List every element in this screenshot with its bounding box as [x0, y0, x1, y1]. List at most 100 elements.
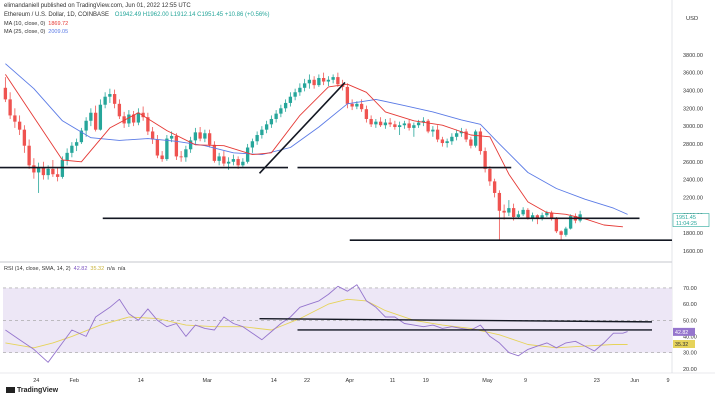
- candle-body[interactable]: [245, 147, 250, 162]
- candle-body[interactable]: [60, 159, 65, 177]
- candle-body[interactable]: [150, 131, 155, 140]
- ma10-line[interactable]: [5, 74, 623, 228]
- ma25-line[interactable]: [5, 63, 628, 215]
- candle-body[interactable]: [464, 131, 468, 140]
- candle-body[interactable]: [507, 208, 511, 213]
- candle-body[interactable]: [279, 108, 283, 114]
- candle-body[interactable]: [331, 77, 335, 80]
- candle-body[interactable]: [160, 155, 164, 160]
- candle-body[interactable]: [483, 151, 487, 169]
- candle-body[interactable]: [535, 215, 540, 219]
- candle-body[interactable]: [435, 129, 440, 140]
- candle-body[interactable]: [207, 133, 212, 145]
- rsi-value-tag[interactable]: [673, 327, 695, 336]
- candle-body[interactable]: [374, 121, 378, 125]
- candle-body[interactable]: [155, 139, 160, 156]
- candle-body[interactable]: [117, 103, 122, 117]
- candle-body[interactable]: [141, 112, 145, 118]
- candle-body[interactable]: [108, 94, 112, 97]
- candle-body[interactable]: [378, 121, 383, 126]
- candle-body[interactable]: [17, 121, 22, 130]
- candle-body[interactable]: [478, 131, 483, 152]
- candle-body[interactable]: [302, 83, 307, 88]
- candle-body[interactable]: [22, 129, 27, 146]
- candle-body[interactable]: [184, 149, 188, 158]
- candle-body[interactable]: [222, 156, 226, 164]
- candle-body[interactable]: [293, 92, 297, 97]
- candle-body[interactable]: [502, 210, 506, 213]
- candle-body[interactable]: [288, 96, 293, 103]
- candle-body[interactable]: [426, 120, 430, 132]
- candle-body[interactable]: [46, 168, 50, 176]
- candle-body[interactable]: [84, 120, 88, 131]
- candle-body[interactable]: [388, 122, 392, 125]
- candle-body[interactable]: [3, 87, 8, 100]
- candle-body[interactable]: [250, 141, 255, 148]
- candle-body[interactable]: [174, 135, 179, 157]
- candle-body[interactable]: [131, 114, 136, 123]
- candle-body[interactable]: [70, 145, 74, 153]
- candle-body[interactable]: [269, 118, 274, 125]
- rsi-sma-tag[interactable]: [673, 339, 695, 348]
- rsi-legend[interactable]: RSI (14, close, SMA, 14, 2) 42.82 35.32 n/a…: [4, 266, 125, 272]
- candle-body[interactable]: [369, 118, 373, 125]
- candle-body[interactable]: [492, 181, 497, 193]
- candle-body[interactable]: [549, 212, 554, 219]
- candle-body[interactable]: [217, 156, 221, 161]
- candle-body[interactable]: [193, 132, 198, 141]
- candle-body[interactable]: [55, 174, 60, 177]
- candle-body[interactable]: [226, 161, 231, 164]
- candle-body[interactable]: [98, 104, 103, 130]
- candle-body[interactable]: [312, 79, 316, 86]
- candle-body[interactable]: [260, 129, 264, 136]
- candle-body[interactable]: [264, 124, 269, 130]
- candle-body[interactable]: [188, 140, 193, 150]
- candle-body[interactable]: [559, 231, 563, 235]
- candle-body[interactable]: [27, 145, 31, 166]
- candle-body[interactable]: [165, 138, 169, 160]
- candle-body[interactable]: [212, 144, 217, 161]
- candle-body[interactable]: [521, 209, 525, 215]
- candle-body[interactable]: [51, 168, 55, 175]
- candle-body[interactable]: [307, 79, 312, 84]
- candle-body[interactable]: [488, 168, 492, 182]
- candle-body[interactable]: [241, 161, 245, 166]
- candle-body[interactable]: [13, 115, 17, 122]
- candle-body[interactable]: [383, 122, 388, 126]
- candle-body[interactable]: [364, 109, 369, 119]
- candle-body[interactable]: [8, 99, 12, 116]
- candle-body[interactable]: [459, 131, 464, 134]
- candle-body[interactable]: [321, 77, 326, 82]
- candle-body[interactable]: [516, 214, 521, 218]
- candle-body[interactable]: [169, 135, 174, 139]
- ma25-legend[interactable]: MA (25, close, 0) 2009.05: [4, 29, 68, 35]
- candle-body[interactable]: [89, 112, 93, 121]
- ma10-legend[interactable]: MA (10, close, 0) 1869.72: [4, 21, 68, 27]
- candle-body[interactable]: [412, 125, 416, 128]
- candle-body[interactable]: [445, 141, 449, 144]
- candle-body[interactable]: [416, 122, 421, 126]
- candle-body[interactable]: [421, 120, 426, 123]
- candle-body[interactable]: [103, 96, 107, 105]
- candle-body[interactable]: [564, 228, 568, 235]
- candle-body[interactable]: [440, 139, 445, 144]
- candle-body[interactable]: [236, 159, 240, 166]
- candle-body[interactable]: [255, 135, 259, 142]
- candle-body[interactable]: [326, 79, 331, 82]
- candle-body[interactable]: [540, 215, 544, 219]
- candle-body[interactable]: [431, 129, 435, 132]
- candle-body[interactable]: [112, 94, 117, 104]
- candle-body[interactable]: [526, 209, 530, 218]
- candle-body[interactable]: [74, 142, 79, 146]
- candle-body[interactable]: [545, 212, 549, 216]
- candle-body[interactable]: [32, 165, 36, 173]
- candle-body[interactable]: [530, 215, 535, 218]
- candle-body[interactable]: [79, 130, 84, 143]
- candle-body[interactable]: [568, 216, 573, 229]
- rsi-trendline-0[interactable]: [259, 317, 653, 323]
- candle-body[interactable]: [127, 114, 131, 124]
- candle-body[interactable]: [355, 103, 359, 107]
- candle-body[interactable]: [450, 136, 454, 142]
- candle-body[interactable]: [283, 102, 288, 109]
